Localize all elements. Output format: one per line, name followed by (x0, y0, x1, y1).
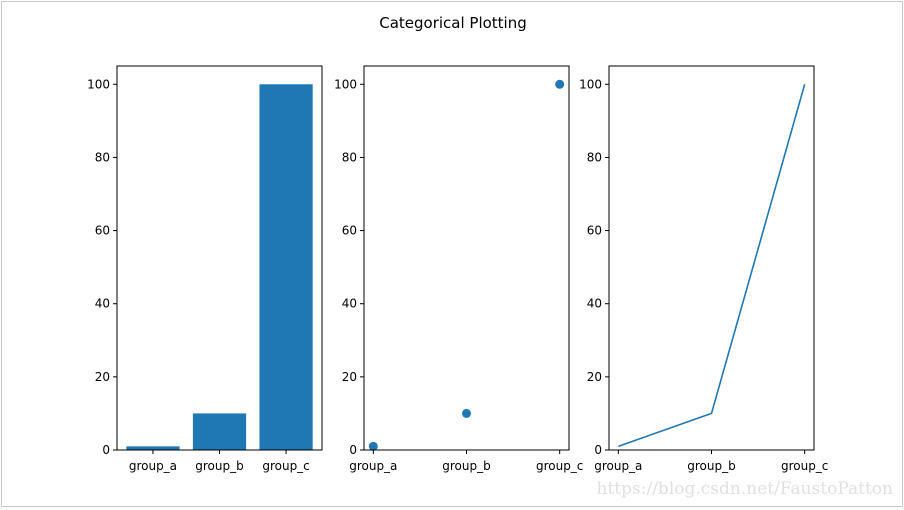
y-tick-label: 80 (342, 150, 357, 164)
y-tick-label: 40 (587, 297, 602, 311)
chart-title: Categorical Plotting (379, 14, 527, 32)
x-tick-label: group_c (781, 459, 828, 473)
x-tick-label: group_b (687, 459, 735, 473)
y-tick-label: 100 (579, 77, 602, 91)
x-tick-label: group_a (349, 459, 397, 473)
x-tick-label: group_b (195, 459, 243, 473)
y-tick-label: 80 (587, 150, 602, 164)
subplots: 0 20 40 60 80 100 group_a group_b group_c 0 20 40 60… (87, 65, 828, 473)
x-tick-label: group_a (594, 459, 642, 473)
point-group_b (462, 408, 471, 418)
series-line (618, 84, 806, 448)
x-tick-label: group_a (129, 459, 177, 473)
y-tick-label: 20 (95, 370, 110, 384)
y-tick-label: 40 (95, 297, 110, 311)
y-tick-label: 0 (102, 443, 110, 457)
x-tick-label: group_b (442, 459, 490, 473)
x-tick-label: group_c (536, 459, 583, 473)
axes-frame (608, 65, 815, 451)
subplot-3-line: 0 20 40 60 80 100 group_a group_b group_c (579, 65, 828, 473)
y-tick-label: 40 (342, 297, 357, 311)
point-group_c (555, 79, 565, 89)
y-tick-label: 100 (334, 77, 357, 91)
y-tick-label: 80 (95, 150, 110, 164)
bar-group_a (126, 446, 180, 450)
bar-group_b (192, 413, 247, 450)
subplot-2-scatter: 0 20 40 60 80 100 group_a group_b group_c (334, 65, 583, 473)
subplot-1-bar: 0 20 40 60 80 100 group_a group_b group_c (87, 65, 323, 473)
bar-group_c (259, 84, 313, 451)
y-tick-label: 60 (95, 224, 110, 238)
axes-frame (363, 65, 570, 451)
y-tick-label: 20 (342, 370, 357, 384)
y-tick-label: 100 (87, 77, 110, 91)
y-tick-label: 60 (342, 224, 357, 238)
x-tick-label: group_c (262, 459, 309, 473)
point-group_a (368, 441, 378, 451)
y-tick-label: 20 (587, 370, 602, 384)
y-tick-label: 60 (587, 224, 602, 238)
y-tick-label: 0 (594, 443, 602, 457)
watermark-text: https://blog.csdn.net/FaustoPatton (597, 479, 894, 499)
y-tick-label: 0 (349, 443, 357, 457)
